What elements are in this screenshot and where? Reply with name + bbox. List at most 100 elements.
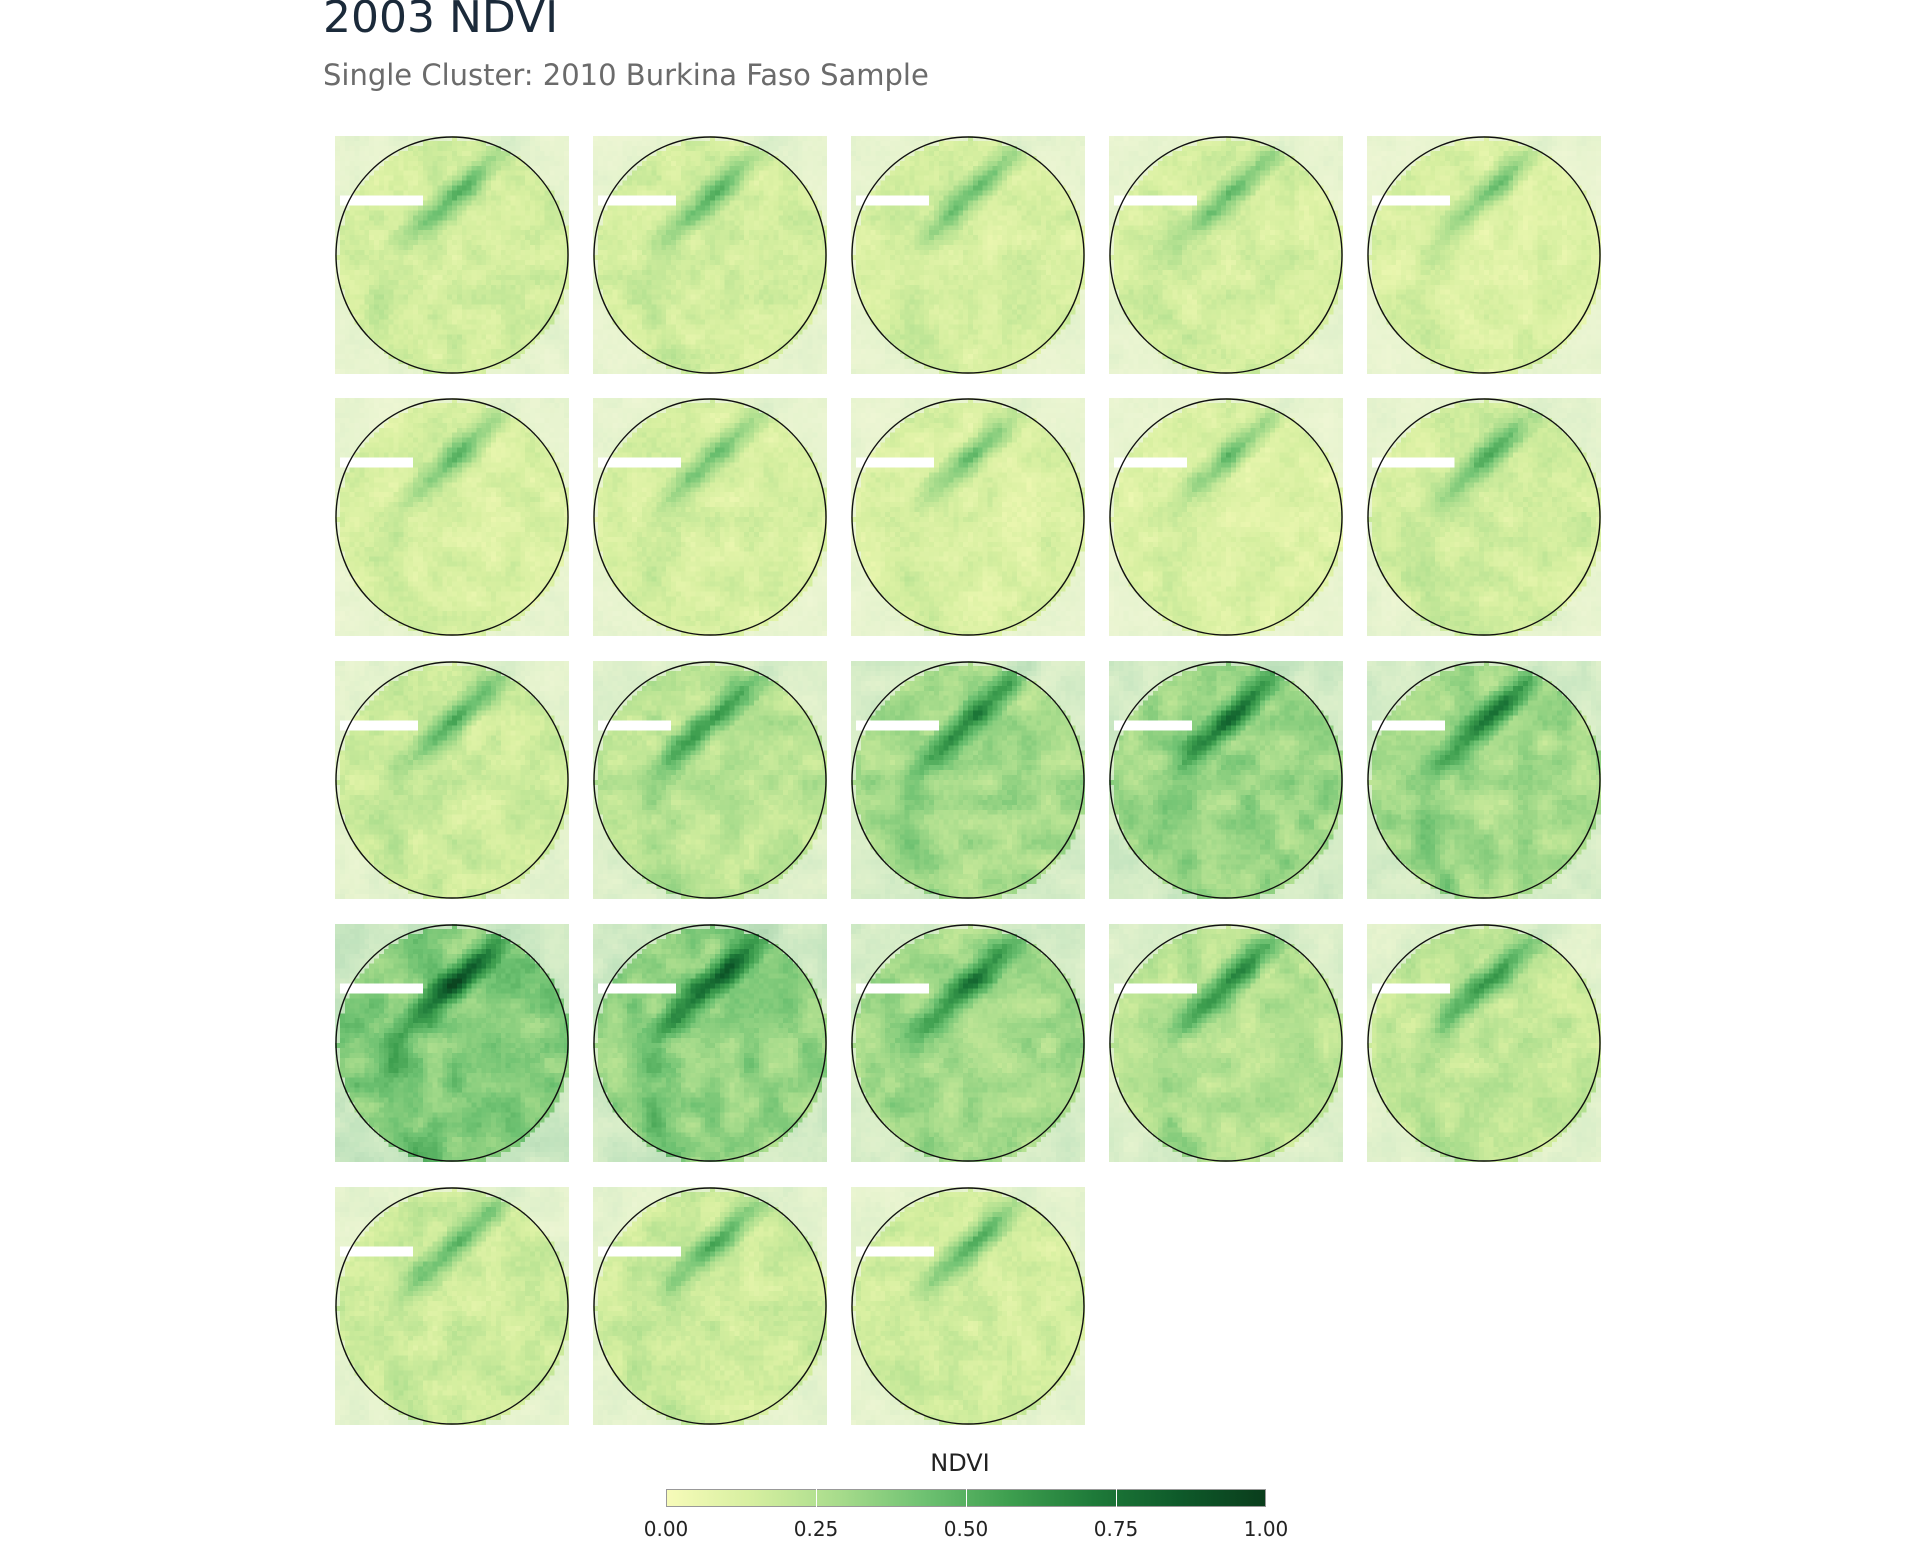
ndvi-raster: [1109, 136, 1343, 374]
ndvi-raster: [593, 1187, 827, 1425]
legend-tick: [1116, 1489, 1117, 1507]
ndvi-map-panel: [851, 661, 1085, 899]
ndvi-map-panel: [335, 661, 569, 899]
cluster-boundary: [1109, 136, 1343, 374]
ndvi-raster: [1367, 136, 1601, 374]
ndvi-map-panel: [1367, 661, 1601, 899]
cluster-circle: [1367, 136, 1601, 374]
cluster-boundary: [1367, 398, 1601, 636]
cluster-circle: [851, 398, 1085, 636]
cluster-circle: [851, 661, 1085, 899]
ndvi-raster: [593, 136, 827, 374]
ndvi-raster: [851, 924, 1085, 1162]
cluster-boundary: [1109, 661, 1343, 899]
cluster-boundary: [1367, 136, 1601, 374]
cluster-circle: [335, 924, 569, 1162]
ndvi-map-panel: [1367, 136, 1601, 374]
ndvi-map-panel: [1109, 398, 1343, 636]
ndvi-map-panel: [593, 136, 827, 374]
ndvi-raster: [851, 661, 1085, 899]
ndvi-raster: [851, 398, 1085, 636]
cluster-boundary: [1367, 661, 1601, 899]
legend-tick: [816, 1489, 817, 1507]
ndvi-raster: [593, 924, 827, 1162]
cluster-circle: [593, 136, 827, 374]
ndvi-map-panel: [1109, 924, 1343, 1162]
ndvi-map-panel: [851, 136, 1085, 374]
ndvi-raster: [335, 1187, 569, 1425]
chart-title: 2003 NDVI: [323, 0, 559, 43]
cluster-circle: [335, 136, 569, 374]
cluster-boundary: [335, 924, 569, 1162]
ndvi-raster: [851, 1187, 1085, 1425]
cluster-circle: [335, 661, 569, 899]
cluster-boundary: [851, 398, 1085, 636]
ndvi-raster: [851, 136, 1085, 374]
ndvi-map-panel: [851, 398, 1085, 636]
ndvi-map-panel: [1367, 924, 1601, 1162]
cluster-boundary: [593, 136, 827, 374]
cluster-circle: [1109, 398, 1343, 636]
ndvi-raster: [335, 661, 569, 899]
cluster-boundary: [593, 1187, 827, 1425]
ndvi-raster: [1109, 398, 1343, 636]
ndvi-raster: [335, 924, 569, 1162]
ndvi-raster: [593, 398, 827, 636]
ndvi-raster: [593, 661, 827, 899]
ndvi-raster: [335, 136, 569, 374]
legend-tick: [966, 1489, 967, 1507]
ndvi-map-panel: [1367, 398, 1601, 636]
cluster-boundary: [335, 136, 569, 374]
cluster-boundary: [1367, 924, 1601, 1162]
cluster-circle: [1109, 136, 1343, 374]
ndvi-map-panel: [851, 1187, 1085, 1425]
cluster-circle: [593, 398, 827, 636]
cluster-boundary: [593, 398, 827, 636]
cluster-boundary: [335, 398, 569, 636]
legend-tick-label: 0.25: [793, 1517, 839, 1541]
legend-tick-label: 0.00: [643, 1517, 689, 1541]
cluster-circle: [1109, 924, 1343, 1162]
legend-title: NDVI: [930, 1449, 990, 1477]
ndvi-map-panel: [335, 136, 569, 374]
cluster-circle: [1367, 661, 1601, 899]
cluster-circle: [1367, 398, 1601, 636]
ndvi-map-panel: [851, 924, 1085, 1162]
cluster-circle: [851, 1187, 1085, 1425]
cluster-circle: [1367, 924, 1601, 1162]
ndvi-raster: [1367, 924, 1601, 1162]
legend-color-bar: [666, 1489, 1266, 1507]
ndvi-raster: [1109, 661, 1343, 899]
ndvi-map-panel: [1109, 661, 1343, 899]
cluster-circle: [593, 924, 827, 1162]
ndvi-map-panel: [335, 398, 569, 636]
legend-tick-label: 0.50: [943, 1517, 989, 1541]
cluster-circle: [851, 136, 1085, 374]
ndvi-map-panel: [593, 924, 827, 1162]
ndvi-map-panel: [593, 398, 827, 636]
cluster-circle: [1109, 661, 1343, 899]
ndvi-raster: [335, 398, 569, 636]
cluster-boundary: [851, 136, 1085, 374]
ndvi-map-panel: [335, 924, 569, 1162]
cluster-circle: [335, 1187, 569, 1425]
ndvi-raster: [1109, 924, 1343, 1162]
cluster-boundary: [1109, 924, 1343, 1162]
chart-subtitle: Single Cluster: 2010 Burkina Faso Sample: [323, 58, 929, 92]
cluster-boundary: [851, 1187, 1085, 1425]
ndvi-map-panel: [1109, 136, 1343, 374]
cluster-circle: [593, 1187, 827, 1425]
ndvi-map-panel: [593, 1187, 827, 1425]
cluster-boundary: [335, 1187, 569, 1425]
ndvi-raster: [1367, 398, 1601, 636]
legend-tick-label: 1.00: [1243, 1517, 1289, 1541]
ndvi-map-panel: [593, 661, 827, 899]
cluster-boundary: [851, 924, 1085, 1162]
cluster-circle: [593, 661, 827, 899]
cluster-boundary: [593, 924, 827, 1162]
cluster-boundary: [1109, 398, 1343, 636]
ndvi-map-panel: [335, 1187, 569, 1425]
cluster-boundary: [335, 661, 569, 899]
ndvi-raster: [1367, 661, 1601, 899]
cluster-boundary: [851, 661, 1085, 899]
